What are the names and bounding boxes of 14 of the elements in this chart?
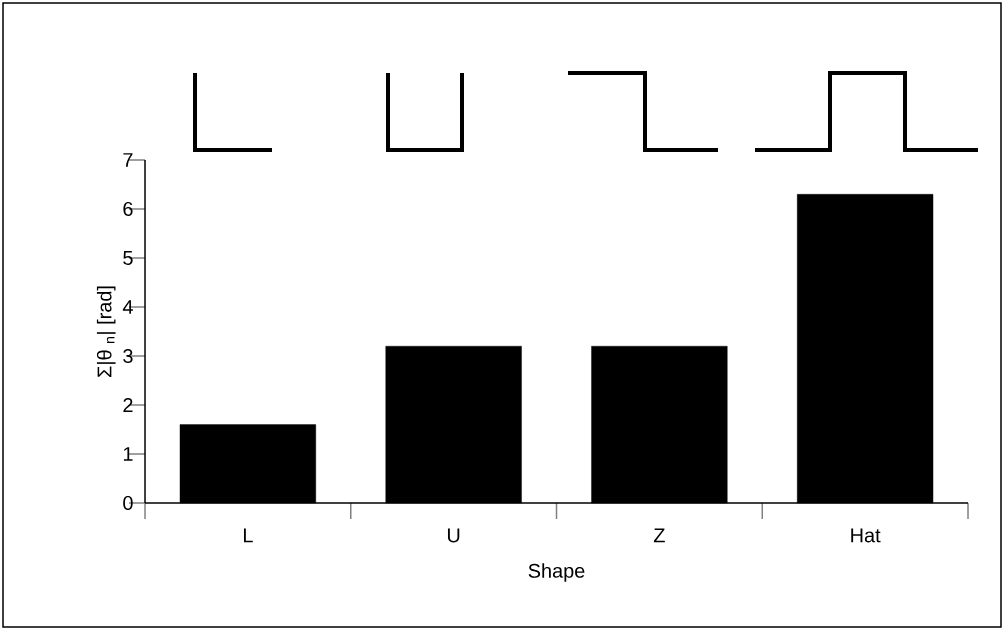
y-tick-label: 2	[123, 398, 133, 412]
x-tick-label: U	[447, 528, 460, 543]
x-tick-label: Z	[653, 528, 665, 543]
y-tick-label: 0	[123, 495, 133, 511]
x-tick-label: L	[243, 528, 253, 543]
y-tick-label: 3	[123, 348, 133, 364]
x-tick-label: Hat	[851, 528, 881, 543]
y-tick-label: 7	[123, 153, 133, 167]
x-axis-title: Shape	[528, 563, 585, 582]
y-tick-label: 4	[122, 300, 133, 314]
y-tick-label: 1	[123, 447, 133, 461]
y-axis-title: Σ|θ $_{n}$| [rad]	[96, 286, 116, 377]
y-tick-label: 5	[123, 251, 133, 265]
y-tick-label: 6	[123, 201, 133, 217]
